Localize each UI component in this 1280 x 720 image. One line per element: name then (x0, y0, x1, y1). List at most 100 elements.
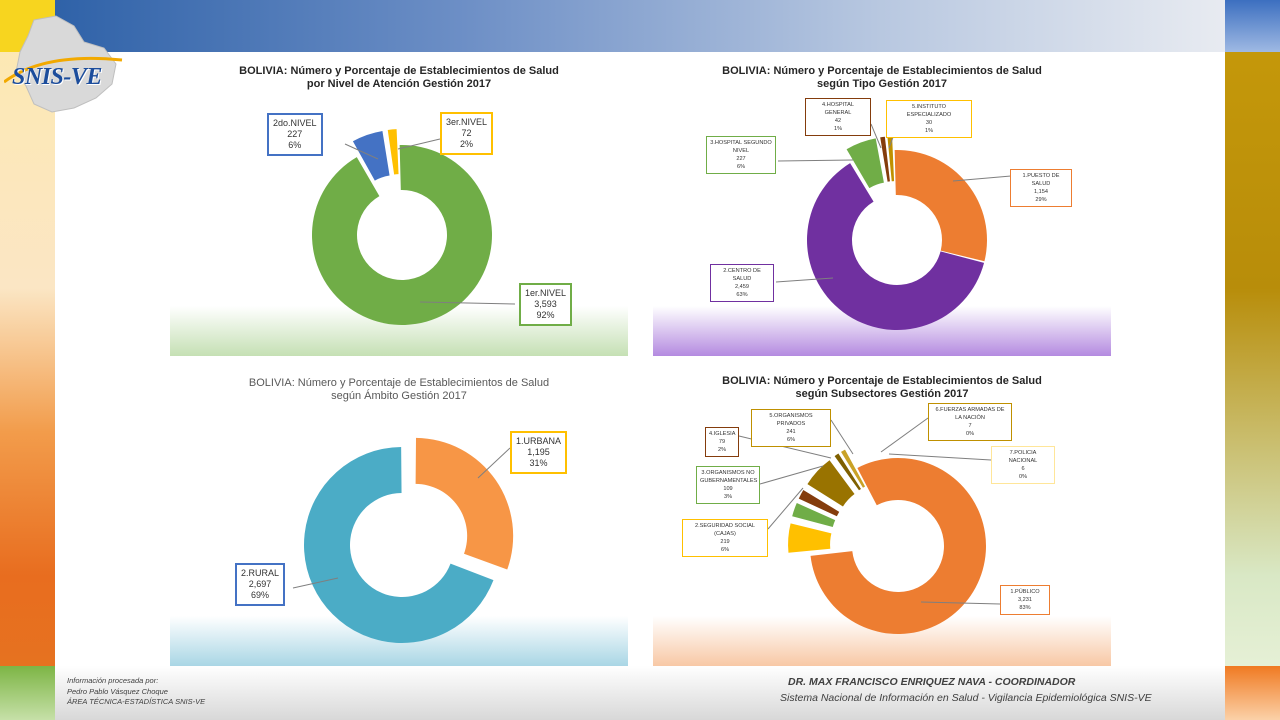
donut-slice (415, 437, 514, 570)
slice-value: 227 (736, 156, 746, 162)
leader-line (759, 465, 824, 485)
data-label: 2.SEGURIDAD SOCIAL (CAJAS) 219 6% (682, 519, 768, 557)
data-label: 4.IGLESIA 79 2% (705, 427, 739, 457)
donut-svg (775, 123, 1012, 330)
slice-name: 1.PUESTO DE SALUD (1022, 173, 1060, 187)
slice-pct: 1% (924, 128, 934, 134)
chart-title-line2: por Nivel de Atención Gestión 2017 (306, 78, 492, 90)
footer-credits: Información procesada por: Pedro Pablo V… (67, 676, 205, 708)
data-label: 4.HOSPITAL GENERAL 42 1% (805, 98, 871, 136)
slice-value: 3,593 (534, 299, 557, 309)
slice-pct: 63% (736, 292, 748, 298)
chart-nivel-atencion: BOLIVIA: Número y Porcentaje de Establec… (170, 56, 628, 356)
slice-name: 2.CENTRO DE SALUD (723, 268, 761, 282)
snis-logo: SNIS-VE (3, 12, 124, 117)
slice-name: 5.INSTITUTO ESPECIALIZADO (906, 104, 952, 118)
slice-name: 3er.NIVEL (446, 117, 488, 127)
donut-slice (807, 460, 855, 507)
donut-slice (880, 136, 890, 182)
data-label: 1.PÚBLICO 3,231 83% (1000, 585, 1050, 615)
slice-name: 3.ORGANISMOS NO GUBERNAMENTALES (700, 470, 758, 484)
chart-title-line1: BOLIVIA: Número y Porcentaje de Establec… (239, 65, 559, 77)
leader-line (397, 138, 441, 150)
data-label: 2.RURAL 2,697 69% (235, 563, 286, 606)
right-decor-top (1225, 0, 1280, 52)
leader-line (880, 417, 929, 453)
left-decor-bar (0, 0, 55, 720)
data-label: 1.URBANA 1,195 31% (510, 431, 568, 474)
slice-name: 6.FUERZAS ARMADAS DE LA NACIÓN (935, 407, 1005, 421)
right-decor-bottom (1225, 666, 1280, 720)
slice-pct: 1% (833, 126, 843, 132)
chart-title-line2: según Tipo Gestión 2017 (817, 78, 947, 90)
donut-slice (894, 150, 987, 262)
donut-slice (788, 523, 832, 553)
data-label: 2do.NIVEL 227 6% (267, 113, 323, 156)
slice-value: 1,154 (1034, 189, 1048, 195)
donut-svg (292, 437, 514, 643)
data-label: 3.HOSPITAL SEGUNDO NIVEL 227 6% (706, 136, 776, 174)
donut-slice (792, 503, 836, 527)
left-decor-bottom (0, 666, 55, 720)
slice-value: 79 (718, 439, 726, 445)
donut-slice (841, 449, 866, 488)
right-decor-bar (1225, 0, 1280, 720)
chart-title-line2: según Subsectores Gestión 2017 (795, 388, 969, 400)
slice-pct: 3% (723, 494, 733, 500)
slice-value: 6 (1021, 466, 1025, 472)
slice-pct: 83% (1019, 605, 1031, 611)
chart-subsectores: BOLIVIA: Número y Porcentaje de Establec… (653, 366, 1111, 666)
data-label: 1er.NIVEL 3,593 92% (519, 283, 573, 326)
footer-band (55, 666, 1225, 720)
data-label: 5.ORGANISMOS PRIVADOS 241 6% (751, 409, 831, 447)
donut-svg (311, 129, 516, 325)
data-label: 7.POLICIA NACIONAL 6 0% (991, 446, 1055, 484)
leader-line (952, 175, 1012, 182)
chart-title: BOLIVIA: Número y Porcentaje de Establec… (653, 65, 1111, 91)
top-banner (55, 0, 1225, 52)
slice-name: 1er.NIVEL (525, 288, 567, 298)
system-name: Sistema Nacional de Información en Salud… (780, 692, 1152, 704)
donut-slice (311, 145, 492, 325)
slice-pct: 6% (736, 164, 746, 170)
slice-name: 2do.NIVEL (273, 118, 317, 128)
slice-value: 7 (968, 423, 972, 429)
leader-line (344, 143, 379, 160)
donut-slice (807, 163, 985, 330)
donut-slice (846, 138, 884, 189)
slice-value: 241 (786, 429, 796, 435)
chart-ambito: BOLIVIA: Número y Porcentaje de Establec… (170, 366, 628, 666)
chart-title-line1: BOLIVIA: Número y Porcentaje de Establec… (722, 65, 1042, 77)
slice-pct: 69% (251, 590, 270, 600)
leader-line (920, 601, 1001, 605)
slice-pct: 6% (720, 547, 730, 553)
slice-value: 109 (723, 486, 733, 492)
data-label: 5.INSTITUTO ESPECIALIZADO 30 1% (886, 100, 972, 138)
chart-title: BOLIVIA: Número y Porcentaje de Establec… (170, 377, 628, 403)
slice-name: 5.ORGANISMOS PRIVADOS (769, 413, 813, 427)
footer-signature: DR. MAX FRANCISCO ENRIQUEZ NAVA - COORDI… (780, 674, 1152, 706)
leader-line (830, 419, 854, 455)
slice-name: 2.RURAL (241, 568, 280, 578)
credit-line: Información procesada por: (67, 676, 159, 685)
slice-pct: 6% (288, 140, 302, 150)
credit-line: Pedro Pablo Vásquez Choque (67, 686, 168, 696)
slice-value: 42 (834, 118, 842, 124)
slice-name: 1.PÚBLICO (1010, 589, 1040, 595)
slice-value: 30 (925, 120, 933, 126)
donut-slice (798, 490, 840, 517)
slice-name: 4.IGLESIA (709, 431, 736, 437)
chart-title-line1: BOLIVIA: Número y Porcentaje de Establec… (722, 375, 1042, 387)
slice-value: 219 (720, 539, 730, 545)
slice-pct: 2% (717, 447, 727, 453)
credit-line: ÁREA TÉCNICA-ESTADÍSTICA SNIS-VE (67, 697, 206, 706)
leader-line (870, 123, 882, 149)
bolivia-map-icon (3, 15, 123, 113)
donut-slice (834, 453, 861, 491)
slice-value: 72 (461, 128, 472, 138)
donut-slice (810, 458, 986, 634)
slice-pct: 31% (529, 458, 548, 468)
slice-name: 2.SEGURIDAD SOCIAL (CAJAS) (695, 523, 755, 537)
leader-line (767, 487, 804, 530)
slice-pct: 29% (1035, 197, 1047, 203)
